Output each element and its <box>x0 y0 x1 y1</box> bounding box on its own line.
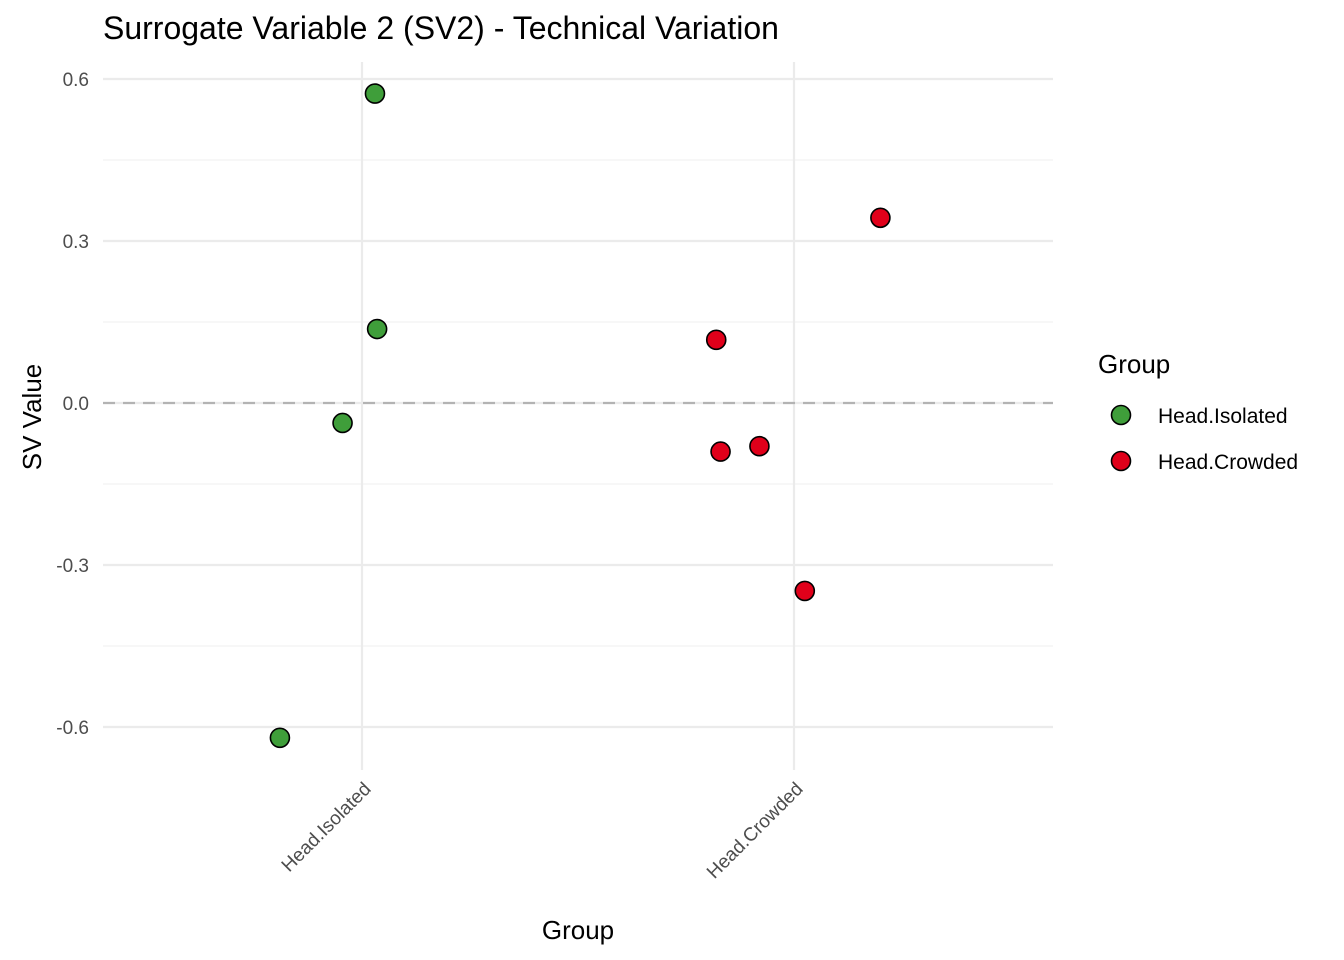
data-point <box>364 83 386 104</box>
y-tick-label: -0.3 <box>56 556 89 577</box>
y-tick-label: 0.6 <box>63 70 89 91</box>
y-tick-label: -0.6 <box>56 718 89 739</box>
x-axis-ticks: Head.Isolated Head.Crowded <box>278 779 808 883</box>
legend-key <box>1110 450 1132 472</box>
legend-key <box>1110 404 1132 426</box>
data-point <box>749 435 770 457</box>
y-tick-label: 0.0 <box>63 394 89 415</box>
y-axis-ticks: 0.6 0.3 0.0 -0.3 -0.6 <box>56 70 89 739</box>
data-point <box>705 329 727 351</box>
chart-title: Surrogate Variable 2 (SV2) - Technical V… <box>103 10 779 46</box>
data-point <box>269 727 291 749</box>
data-point <box>794 580 816 602</box>
x-tick-label: Head.Crowded <box>703 779 807 883</box>
x-tick-label: Head.Isolated <box>278 779 376 877</box>
x-axis-title: Group <box>542 915 614 945</box>
data-points <box>269 83 891 749</box>
data-point <box>710 441 731 462</box>
y-axis-title: SV Value <box>17 364 47 470</box>
data-point <box>332 412 353 434</box>
data-point <box>870 207 891 229</box>
legend-label: Head.Crowded <box>1158 451 1298 474</box>
legend-label: Head.Isolated <box>1158 405 1288 428</box>
data-point <box>366 318 388 340</box>
legend-title: Group <box>1098 349 1170 379</box>
y-tick-label: 0.3 <box>63 232 89 253</box>
legend: Group Head.Isolated Head.Crowded <box>1098 349 1298 474</box>
grid <box>103 62 1053 770</box>
